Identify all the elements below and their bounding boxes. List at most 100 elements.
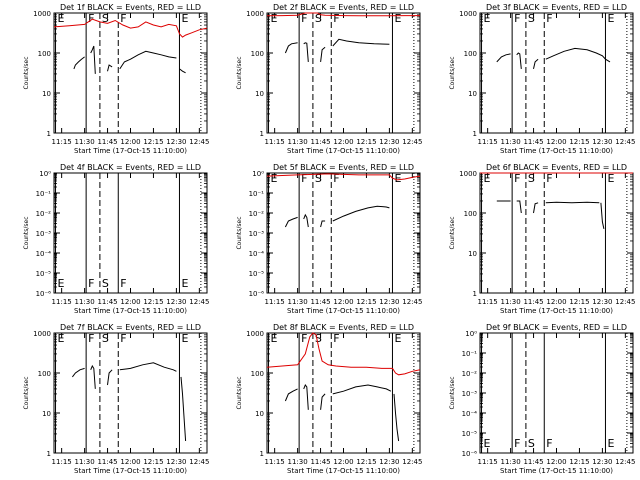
- x-tick-label: 12:00: [546, 458, 566, 466]
- x-tick-label: 12:30: [166, 458, 186, 466]
- event-marker-label: F: [301, 172, 307, 185]
- y-tick-label: 1: [260, 130, 264, 138]
- x-tick-label: 12:45: [189, 458, 209, 466]
- y-tick-label: 10: [468, 250, 477, 258]
- event-marker-label: E: [484, 172, 491, 185]
- y-tick-label: 10: [42, 410, 51, 418]
- x-tick-label: 11:30: [501, 298, 521, 306]
- series-line-events: [179, 68, 186, 74]
- y-axis-label: Counts/sec: [23, 216, 30, 249]
- x-tick-label: 11:45: [310, 298, 330, 306]
- event-marker-label: S: [315, 332, 322, 345]
- chart-title: Det 2f BLACK = Events, RED = LLD: [273, 3, 414, 12]
- chart-title: Det 6f BLACK = Events, RED = LLD: [486, 163, 627, 172]
- chart-title: Det 5f BLACK = Events, RED = LLD: [273, 163, 414, 172]
- x-tick-label: 12:30: [166, 138, 186, 146]
- y-tick-label: 10⁻²: [249, 210, 265, 218]
- x-axis-label: Start Time (17-Oct-15 11:10:00): [500, 147, 613, 155]
- x-tick-label: 11:45: [310, 458, 330, 466]
- y-tick-label: 10⁻⁴: [462, 410, 478, 418]
- x-tick-label: 12:15: [143, 138, 163, 146]
- x-tick-label: 12:45: [402, 458, 422, 466]
- series-line-events: [332, 205, 390, 222]
- x-tick-label: 12:45: [402, 298, 422, 306]
- event-marker-label: S: [102, 277, 109, 290]
- y-tick-label: 1: [473, 130, 477, 138]
- y-tick-label: 10⁻³: [36, 230, 52, 238]
- x-tick-label: 12:15: [569, 458, 589, 466]
- y-tick-label: 10⁰: [39, 170, 51, 178]
- x-tick-label: 11:15: [52, 298, 72, 306]
- chart-title: Det 3f BLACK = Events, RED = LLD: [486, 3, 627, 12]
- chart-panel-7: Det 7f BLACK = Events, RED = LLD 1 10 100 10…: [23, 323, 209, 475]
- series-line-events: [72, 367, 85, 378]
- y-tick-label: 10⁻⁵: [36, 270, 52, 278]
- y-tick-label: 10⁻⁶: [462, 450, 478, 458]
- y-tick-label: 100: [251, 370, 264, 378]
- y-tick-label: 100: [464, 210, 477, 218]
- x-tick-label: 11:15: [478, 138, 498, 146]
- x-tick-label: 12:15: [143, 458, 163, 466]
- chart-panel-8: Det 8f BLACK = Events, RED = LLD 1 10 100 10…: [236, 323, 422, 475]
- x-tick-label: 12:30: [379, 298, 399, 306]
- series-line-events: [90, 45, 96, 74]
- x-tick-label: 11:15: [52, 458, 72, 466]
- event-marker-label: F: [88, 12, 94, 25]
- y-axis-label: Counts/sec: [236, 376, 243, 409]
- chart-title: Det 9f BLACK = Events, RED = LLD: [486, 323, 627, 332]
- event-marker-label: E: [271, 332, 278, 345]
- chart-panel-4: Det 4f BLACK = Events, RED = LLD 10⁻⁶ 10⁻⁵…: [23, 163, 209, 315]
- x-tick-label: 12:30: [379, 458, 399, 466]
- y-tick-label: 10⁻²: [462, 370, 478, 378]
- x-tick-label: 11:15: [478, 458, 498, 466]
- x-tick-label: 11:30: [75, 298, 95, 306]
- y-tick-label: 10: [468, 90, 477, 98]
- x-tick-label: 11:45: [97, 298, 117, 306]
- x-tick-label: 12:45: [615, 138, 635, 146]
- plot-frame: [53, 332, 208, 454]
- event-marker-label: F: [546, 172, 552, 185]
- x-tick-label: 12:15: [356, 298, 376, 306]
- x-tick-label: 11:30: [75, 138, 95, 146]
- x-tick-label: 11:15: [265, 138, 285, 146]
- event-marker-label: F: [333, 12, 339, 25]
- event-marker-label: F: [333, 172, 339, 185]
- x-tick-label: 11:30: [288, 138, 308, 146]
- y-axis-label: Counts/sec: [449, 56, 456, 89]
- y-axis-label: Counts/sec: [449, 376, 456, 409]
- series-line-events: [73, 56, 85, 70]
- event-marker-label: E: [394, 332, 401, 345]
- x-tick-label: 12:15: [356, 458, 376, 466]
- event-marker-label: E: [181, 332, 188, 345]
- series-line-events: [320, 393, 326, 410]
- event-marker-label: E: [58, 332, 65, 345]
- series-line-events: [533, 58, 539, 70]
- x-tick-label: 12:00: [120, 138, 140, 146]
- series-line-events: [600, 202, 605, 230]
- y-axis-label: Counts/sec: [236, 56, 243, 89]
- event-marker-label: F: [120, 332, 126, 345]
- x-tick-label: 12:15: [569, 138, 589, 146]
- y-tick-label: 1: [473, 290, 477, 298]
- y-tick-label: 1: [47, 130, 51, 138]
- chart-title: Det 7f BLACK = Events, RED = LLD: [60, 323, 201, 332]
- event-marker-label: E: [58, 12, 65, 25]
- chart-panel-2: Det 2f BLACK = Events, RED = LLD 1 10 100 10…: [236, 3, 422, 155]
- y-tick-label: 1000: [33, 10, 51, 18]
- y-tick-label: 100: [38, 370, 51, 378]
- series-line-events: [496, 53, 511, 63]
- x-axis-label: Start Time (17-Oct-15 11:10:00): [74, 307, 187, 315]
- event-marker-label: E: [394, 12, 401, 25]
- y-tick-label: 10⁰: [252, 170, 264, 178]
- x-tick-label: 11:45: [97, 458, 117, 466]
- event-marker-label: F: [120, 277, 126, 290]
- y-tick-label: 1000: [246, 10, 264, 18]
- event-marker-label: S: [315, 172, 322, 185]
- series-line-events: [332, 384, 392, 395]
- series-line-events: [107, 64, 113, 72]
- event-marker-label: E: [271, 12, 278, 25]
- y-tick-label: 10⁻¹: [462, 350, 478, 358]
- event-marker-label: F: [514, 172, 520, 185]
- y-tick-label: 1000: [459, 10, 477, 18]
- x-tick-label: 12:00: [333, 458, 353, 466]
